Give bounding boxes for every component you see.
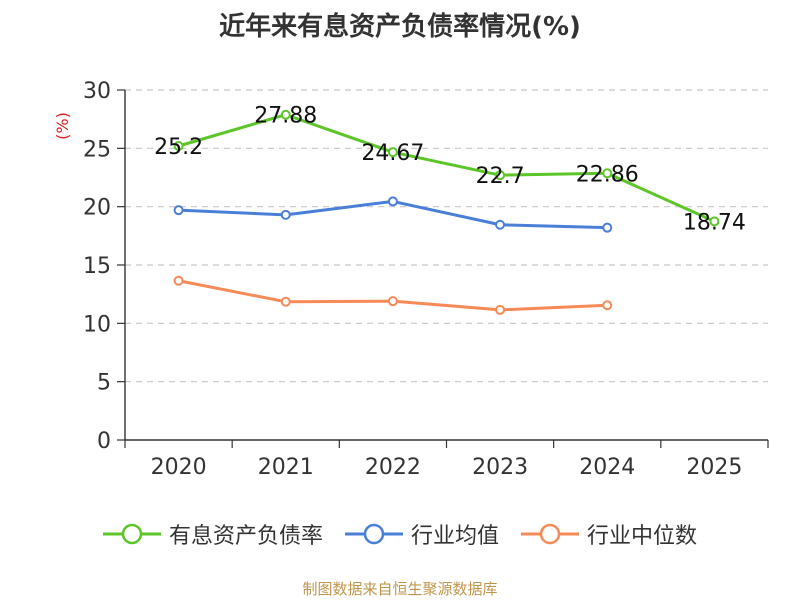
y-tick-label: 25: [83, 137, 111, 162]
y-tick-label: 0: [97, 429, 111, 454]
y-tick-label: 5: [97, 371, 111, 396]
data-point: [280, 209, 291, 220]
data-label: 27.88: [254, 104, 317, 129]
x-tick-label: 2020: [151, 455, 207, 480]
y-tick-label: 30: [83, 79, 111, 104]
data-label: 25.2: [154, 135, 203, 160]
legend-swatch-industry-mean: [344, 523, 403, 545]
data-point: [602, 222, 613, 233]
x-tick-label: 2025: [686, 455, 742, 480]
source-note: 制图数据来自恒生聚源数据库: [302, 580, 498, 598]
x-tick-label: 2021: [258, 455, 314, 480]
legend-swatch-industry-median: [521, 523, 579, 545]
legend-item-industry-mean[interactable]: 行业均值: [344, 518, 499, 550]
series-line-0: [178, 113, 716, 223]
data-label: 22.86: [576, 162, 639, 187]
data-point: [280, 296, 291, 307]
legend-item-industry-median[interactable]: 行业中位数: [521, 518, 697, 550]
data-point: [280, 109, 291, 120]
data-label: 18.74: [683, 210, 746, 235]
data-point: [387, 296, 398, 307]
legend-label-industry-median: 行业中位数: [587, 524, 698, 549]
data-label: 24.67: [361, 141, 424, 166]
y-axis-label: (%): [53, 112, 72, 140]
data-point: [173, 205, 184, 216]
x-tick-label: 2023: [472, 455, 528, 480]
data-point: [387, 147, 398, 158]
legend: 有息资产负债率 行业均值 行业中位数: [0, 518, 800, 550]
y-tick-label: 15: [83, 254, 111, 279]
data-label: 22.7: [476, 164, 525, 189]
data-point: [173, 141, 184, 151]
x-tick-label: 2022: [365, 455, 421, 480]
data-point: [709, 216, 720, 227]
legend-item-debt-ratio[interactable]: 有息资产负债率: [102, 518, 323, 550]
y-tick-label: 20: [83, 196, 111, 221]
legend-label-debt-ratio: 有息资产负债率: [168, 524, 323, 549]
data-point: [602, 168, 613, 179]
data-point: [387, 196, 398, 207]
data-point: [173, 275, 184, 286]
chart-title: 近年来有息资产负债率情况(%): [219, 12, 581, 42]
data-point: [602, 300, 613, 311]
data-point: [495, 170, 506, 181]
y-tick-label: 10: [83, 312, 111, 337]
data-point: [495, 219, 506, 230]
legend-swatch-debt-ratio: [102, 523, 161, 545]
x-tick-label: 2024: [579, 455, 635, 480]
legend-label-industry-mean: 行业均值: [410, 524, 499, 549]
data-point: [495, 304, 506, 315]
